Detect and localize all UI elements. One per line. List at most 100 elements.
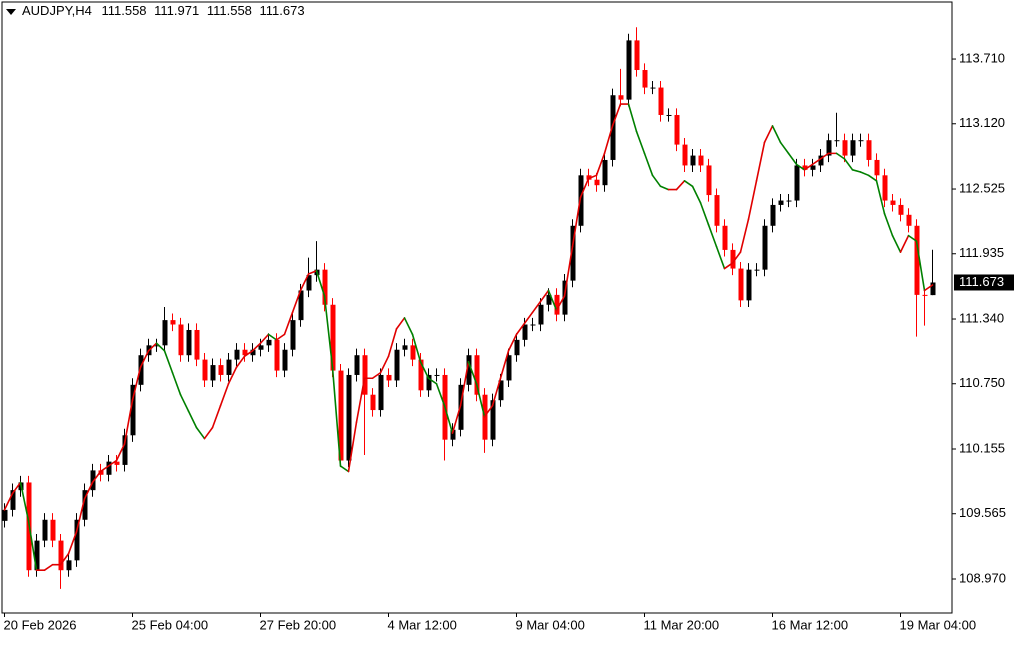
y-tick-label: 111.935 [959, 245, 1004, 260]
candle-body [530, 324, 536, 326]
candle-body [114, 461, 120, 465]
indicator-segment [819, 152, 830, 160]
indicator-segment [411, 333, 422, 363]
indicator-segment [107, 459, 118, 467]
indicator-segment [203, 426, 214, 440]
indicator-segment [83, 481, 94, 500]
candle-body [90, 470, 96, 491]
chart-header: AUDJPY,H4 111.558 111.971 111.558 111.67… [22, 3, 305, 18]
indicator-segment [339, 465, 350, 473]
candle-body [122, 435, 128, 465]
candle-body [362, 355, 368, 395]
indicator-segment [715, 245, 726, 270]
x-tick-label: 9 Mar 04:00 [516, 617, 585, 632]
candle-body [42, 519, 48, 541]
indicator-segment [435, 382, 446, 407]
indicator-segment [259, 333, 270, 344]
indicator-segment [891, 234, 902, 253]
candle-body [714, 195, 720, 226]
candle-body [74, 519, 80, 561]
candle-body [618, 95, 624, 100]
indicator-segment [371, 371, 382, 380]
indicator-segment [267, 333, 278, 341]
candle-body [826, 140, 832, 156]
indicator-segment [139, 350, 150, 369]
symbol: AUDJPY,H4 [22, 3, 92, 18]
candle-body [538, 304, 544, 325]
candle-body [698, 155, 704, 166]
candle-body [834, 140, 840, 142]
candle-body [730, 249, 736, 269]
indicator-segment [859, 171, 870, 177]
x-tick-label: 25 Feb 04:00 [132, 617, 209, 632]
candle-body [634, 40, 640, 71]
x-tick-label: 16 Mar 12:00 [772, 617, 849, 632]
candle-body [682, 144, 688, 166]
candle-body [130, 384, 136, 436]
header-close: 111.673 [260, 3, 305, 18]
candle-body [890, 200, 896, 205]
indicator-segment [99, 465, 110, 473]
header-arrow [6, 9, 16, 15]
candle-body [562, 280, 568, 315]
indicator-segment [443, 404, 454, 434]
indicator-segment [923, 284, 934, 292]
indicator-segment [19, 481, 30, 522]
x-tick-label: 11 Mar 20:00 [644, 617, 720, 632]
indicator-segment [907, 234, 918, 242]
indicator-segment [883, 212, 894, 237]
indicator-segment [115, 443, 126, 462]
indicator-segment [11, 481, 22, 495]
indicator-segment [675, 180, 686, 191]
candle-body [58, 540, 64, 571]
candle-body [226, 359, 232, 375]
candle-body [354, 355, 360, 375]
indicator-segment [499, 350, 510, 380]
indicator-segment [659, 185, 670, 191]
indicator-segment [323, 295, 334, 369]
indicator-segment [547, 289, 558, 312]
x-tick-label: 19 Mar 04:00 [900, 617, 977, 632]
indicator-segment [43, 563, 54, 572]
candle-body [650, 87, 656, 89]
plot-area [2, 27, 936, 589]
candle-body [554, 294, 560, 315]
candle-body [290, 320, 296, 350]
indicator-segment [227, 366, 238, 385]
indicator-segment [875, 180, 886, 215]
candle-body [330, 304, 336, 371]
candle-body [770, 204, 776, 226]
indicator-segment [427, 377, 438, 385]
indicator-segment [747, 180, 758, 220]
candle-body [10, 490, 16, 510]
current-price-label: 111.673 [959, 274, 1004, 289]
candle-body [666, 114, 672, 116]
y-tick-label: 111.340 [959, 310, 1004, 325]
plot-frame [1, 1, 953, 614]
candle-body [66, 560, 72, 571]
candle-body [138, 355, 144, 385]
candle-body [626, 40, 632, 100]
candle-body [218, 365, 224, 375]
header-low: 111.558 [207, 3, 252, 18]
candle-body [842, 140, 848, 156]
candle-body [154, 345, 160, 347]
candle-body [178, 324, 184, 356]
candle-body [34, 540, 40, 571]
indicator-segment [403, 317, 414, 336]
candle-body [722, 225, 728, 250]
candle-body [306, 275, 312, 291]
candle-body [810, 165, 816, 170]
indicator-segment [475, 382, 486, 418]
candle-body [914, 225, 920, 295]
candle-body [394, 349, 400, 381]
candle-body [898, 204, 904, 215]
candle-body [450, 429, 456, 440]
indicator-segment [771, 125, 782, 144]
indicator-segment [395, 317, 406, 330]
candle-body [466, 355, 472, 385]
candle-body [242, 349, 248, 356]
candle-body [570, 225, 576, 281]
indicator-segment [451, 404, 462, 434]
